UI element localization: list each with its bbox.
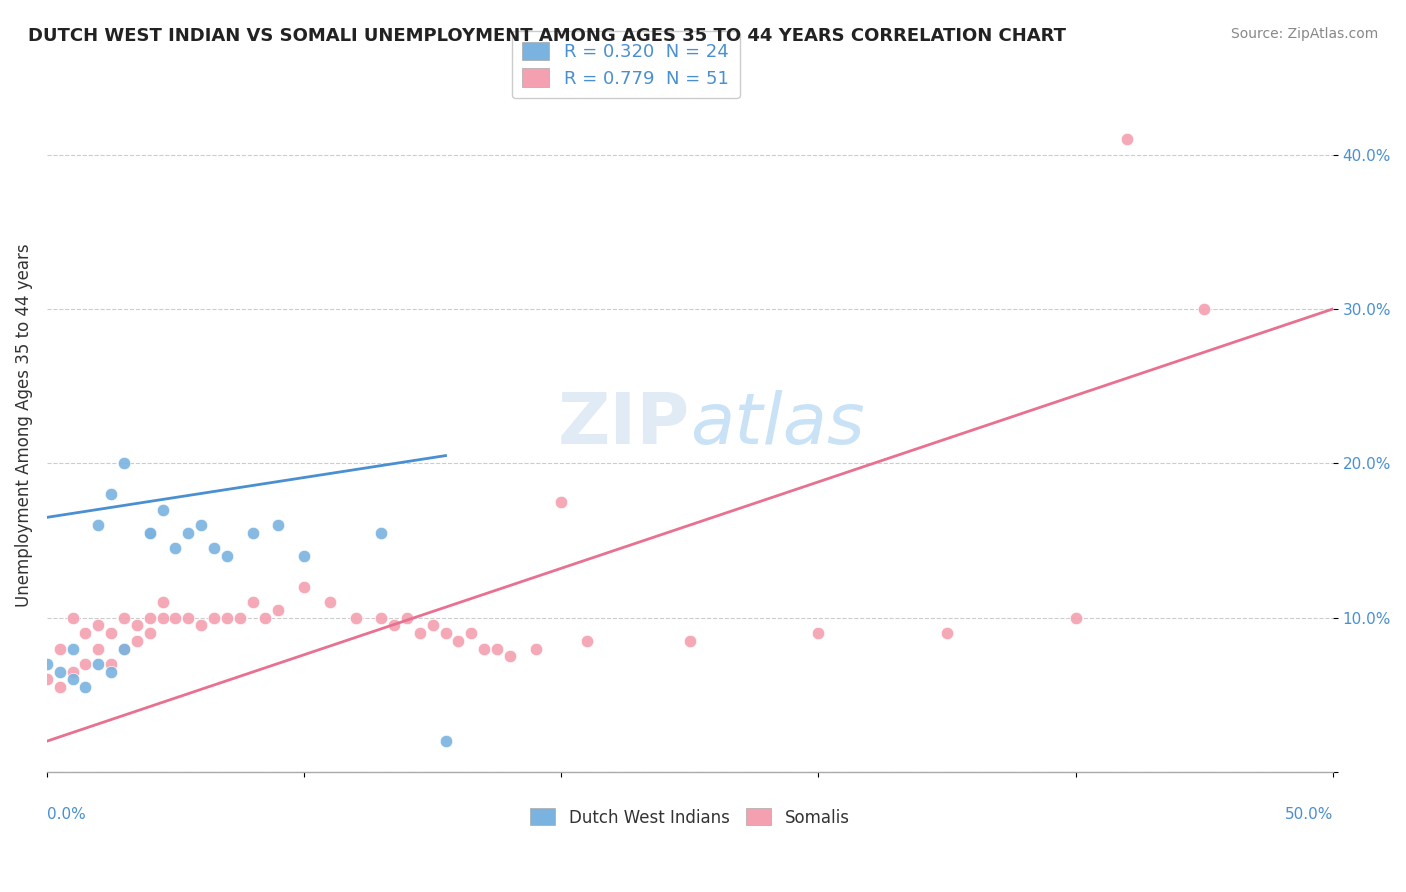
Point [550, 495, 572, 509]
Text: atlas: atlas [690, 390, 865, 459]
Point [100, 487, 122, 501]
Point [499, 649, 522, 664]
Point [409, 626, 432, 640]
Point [434, 734, 457, 748]
Point [62, 665, 84, 679]
Point [165, 541, 187, 556]
Point [370, 525, 392, 540]
Point [292, 580, 315, 594]
Point [100, 665, 122, 679]
Point [112, 641, 135, 656]
Point [48, 680, 70, 694]
Point [152, 595, 174, 609]
Point [62, 610, 84, 624]
Point [112, 610, 135, 624]
Point [344, 610, 367, 624]
Point [190, 618, 212, 632]
Point [125, 633, 148, 648]
Point [1064, 610, 1087, 624]
Point [679, 633, 702, 648]
Point [242, 595, 264, 609]
Point [319, 595, 342, 609]
Point [152, 502, 174, 516]
Point [202, 610, 225, 624]
Point [87, 618, 110, 632]
Point [292, 549, 315, 563]
Text: DUTCH WEST INDIAN VS SOMALI UNEMPLOYMENT AMONG AGES 35 TO 44 YEARS CORRELATION C: DUTCH WEST INDIAN VS SOMALI UNEMPLOYMENT… [28, 27, 1066, 45]
Point [190, 518, 212, 533]
Point [422, 618, 444, 632]
Text: ZIP: ZIP [558, 390, 690, 459]
Point [87, 641, 110, 656]
Point [395, 610, 418, 624]
Point [87, 518, 110, 533]
Point [807, 626, 830, 640]
Point [152, 610, 174, 624]
Point [62, 673, 84, 687]
Point [472, 641, 495, 656]
Point [177, 525, 200, 540]
Text: 0.0%: 0.0% [46, 806, 86, 822]
Point [112, 641, 135, 656]
Point [87, 657, 110, 671]
Point [139, 525, 162, 540]
Point [177, 610, 200, 624]
Point [460, 626, 482, 640]
Point [1192, 301, 1215, 316]
Point [267, 518, 290, 533]
Y-axis label: Unemployment Among Ages 35 to 44 years: Unemployment Among Ages 35 to 44 years [15, 243, 32, 607]
Point [485, 641, 508, 656]
Point [447, 633, 470, 648]
Point [575, 633, 598, 648]
Point [254, 610, 277, 624]
Point [62, 641, 84, 656]
Point [139, 525, 162, 540]
Point [434, 626, 457, 640]
Point [267, 603, 290, 617]
Point [100, 626, 122, 640]
Point [215, 549, 238, 563]
Point [48, 641, 70, 656]
Point [242, 525, 264, 540]
Point [35, 673, 58, 687]
Text: 50.0%: 50.0% [1285, 806, 1333, 822]
Point [139, 610, 162, 624]
Text: Source: ZipAtlas.com: Source: ZipAtlas.com [1230, 27, 1378, 41]
Point [48, 665, 70, 679]
Point [165, 610, 187, 624]
Point [75, 680, 97, 694]
Point [524, 641, 547, 656]
Point [75, 657, 97, 671]
Point [936, 626, 959, 640]
Point [382, 618, 405, 632]
Point [229, 610, 252, 624]
Point [75, 626, 97, 640]
Point [112, 456, 135, 470]
Point [100, 657, 122, 671]
Point [370, 610, 392, 624]
Legend: Dutch West Indians, Somalis: Dutch West Indians, Somalis [523, 802, 856, 833]
Point [202, 541, 225, 556]
Point [1116, 132, 1139, 146]
Point [215, 610, 238, 624]
Point [35, 657, 58, 671]
Point [125, 618, 148, 632]
Point [139, 626, 162, 640]
